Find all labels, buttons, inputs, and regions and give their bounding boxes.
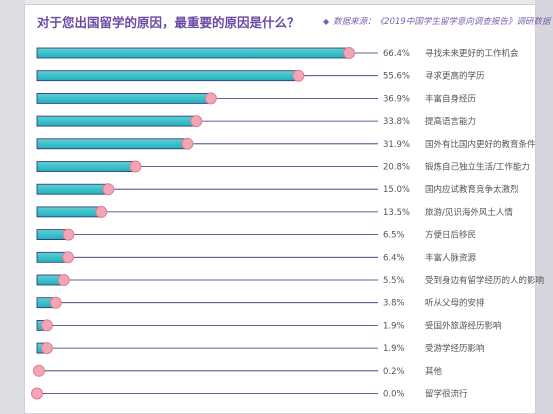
category-label: 提高语言能力 (425, 116, 476, 127)
category-label: 受游学经历影响 (425, 343, 485, 354)
value-label: 0.0% (383, 390, 405, 400)
category-label: 寻求更高的学历 (425, 71, 485, 82)
chart-title: 对于您出国留学的原因，最重要的原因是什么？ (37, 15, 300, 30)
bar-end-dot (204, 92, 217, 105)
value-label: 55.6% (383, 72, 410, 82)
bar-end-dot (49, 296, 62, 309)
value-label: 3.8% (383, 299, 405, 309)
bar (36, 47, 349, 59)
category-label: 寻找未来更好的工作机会 (425, 48, 519, 59)
bar-end-dot (292, 69, 305, 82)
bar (36, 70, 298, 82)
bar-end-dot (61, 251, 74, 264)
bar (36, 138, 187, 150)
bar-end-dot (40, 319, 53, 332)
diamond-icon: ◆ (323, 17, 330, 26)
bar (36, 161, 135, 172)
value-label: 33.8% (383, 117, 410, 127)
category-label: 其他 (425, 366, 443, 377)
bar (36, 206, 101, 218)
category-label: 听从父母的安排 (425, 298, 485, 309)
value-label: 5.5% (383, 276, 405, 286)
value-label: 36.9% (383, 94, 410, 104)
bar-end-dot (343, 47, 355, 59)
category-label: 国内应试教育竞争太激烈 (425, 184, 519, 195)
category-label: 方便日后移民 (425, 230, 476, 241)
bar-end-dot (32, 364, 45, 377)
bar-end-dot (40, 342, 53, 355)
bar (36, 115, 196, 127)
bar-end-dot (181, 137, 194, 150)
category-label: 锻炼自己独立生活/工作能力 (425, 162, 530, 173)
value-label: 6.4% (383, 253, 405, 263)
source-suffix: 》调研数据 (507, 17, 551, 27)
bar-end-dot (102, 183, 115, 196)
value-label: 13.5% (383, 208, 410, 218)
bar-end-dot (57, 274, 70, 286)
background-left-strip (0, 0, 25, 414)
value-label: 66.4% (383, 49, 410, 59)
category-label: 旅游/见识海外风土人情 (425, 207, 513, 218)
value-label: 15.0% (383, 185, 410, 195)
source-year: 2019 (384, 17, 406, 27)
category-label: 国外有比国内更好的教育条件 (425, 139, 536, 150)
category-label: 留学很流行 (425, 389, 468, 400)
bar-end-dot (95, 205, 108, 218)
category-label: 丰富人脉资源 (425, 252, 477, 263)
category-label: 受到身边有留学经历的人的影响 (425, 275, 544, 286)
bar (36, 93, 211, 104)
bar-end-dot (31, 387, 43, 400)
value-label: 6.5% (383, 231, 405, 241)
value-label: 1.9% (383, 321, 405, 331)
bar-end-dot (129, 160, 142, 173)
data-source-note: ◆ 数据来源：《2019中国学生留学意向调查报告》调研数据 (323, 15, 550, 27)
background-right-strip (535, 0, 553, 414)
value-label: 0.2% (383, 367, 405, 377)
bar (36, 183, 108, 195)
category-label: 受国外旅游经历影响 (425, 320, 502, 331)
bar-end-dot (190, 115, 203, 128)
source-prefix: 数据来源：《 (333, 17, 385, 27)
value-label: 31.9% (383, 140, 410, 150)
bar-end-dot (62, 228, 75, 241)
value-label: 1.9% (383, 344, 405, 354)
value-label: 20.8% (383, 163, 410, 173)
source-name: 中国学生留学意向调查报告 (405, 17, 508, 27)
category-label: 丰富自身经历 (425, 93, 477, 104)
